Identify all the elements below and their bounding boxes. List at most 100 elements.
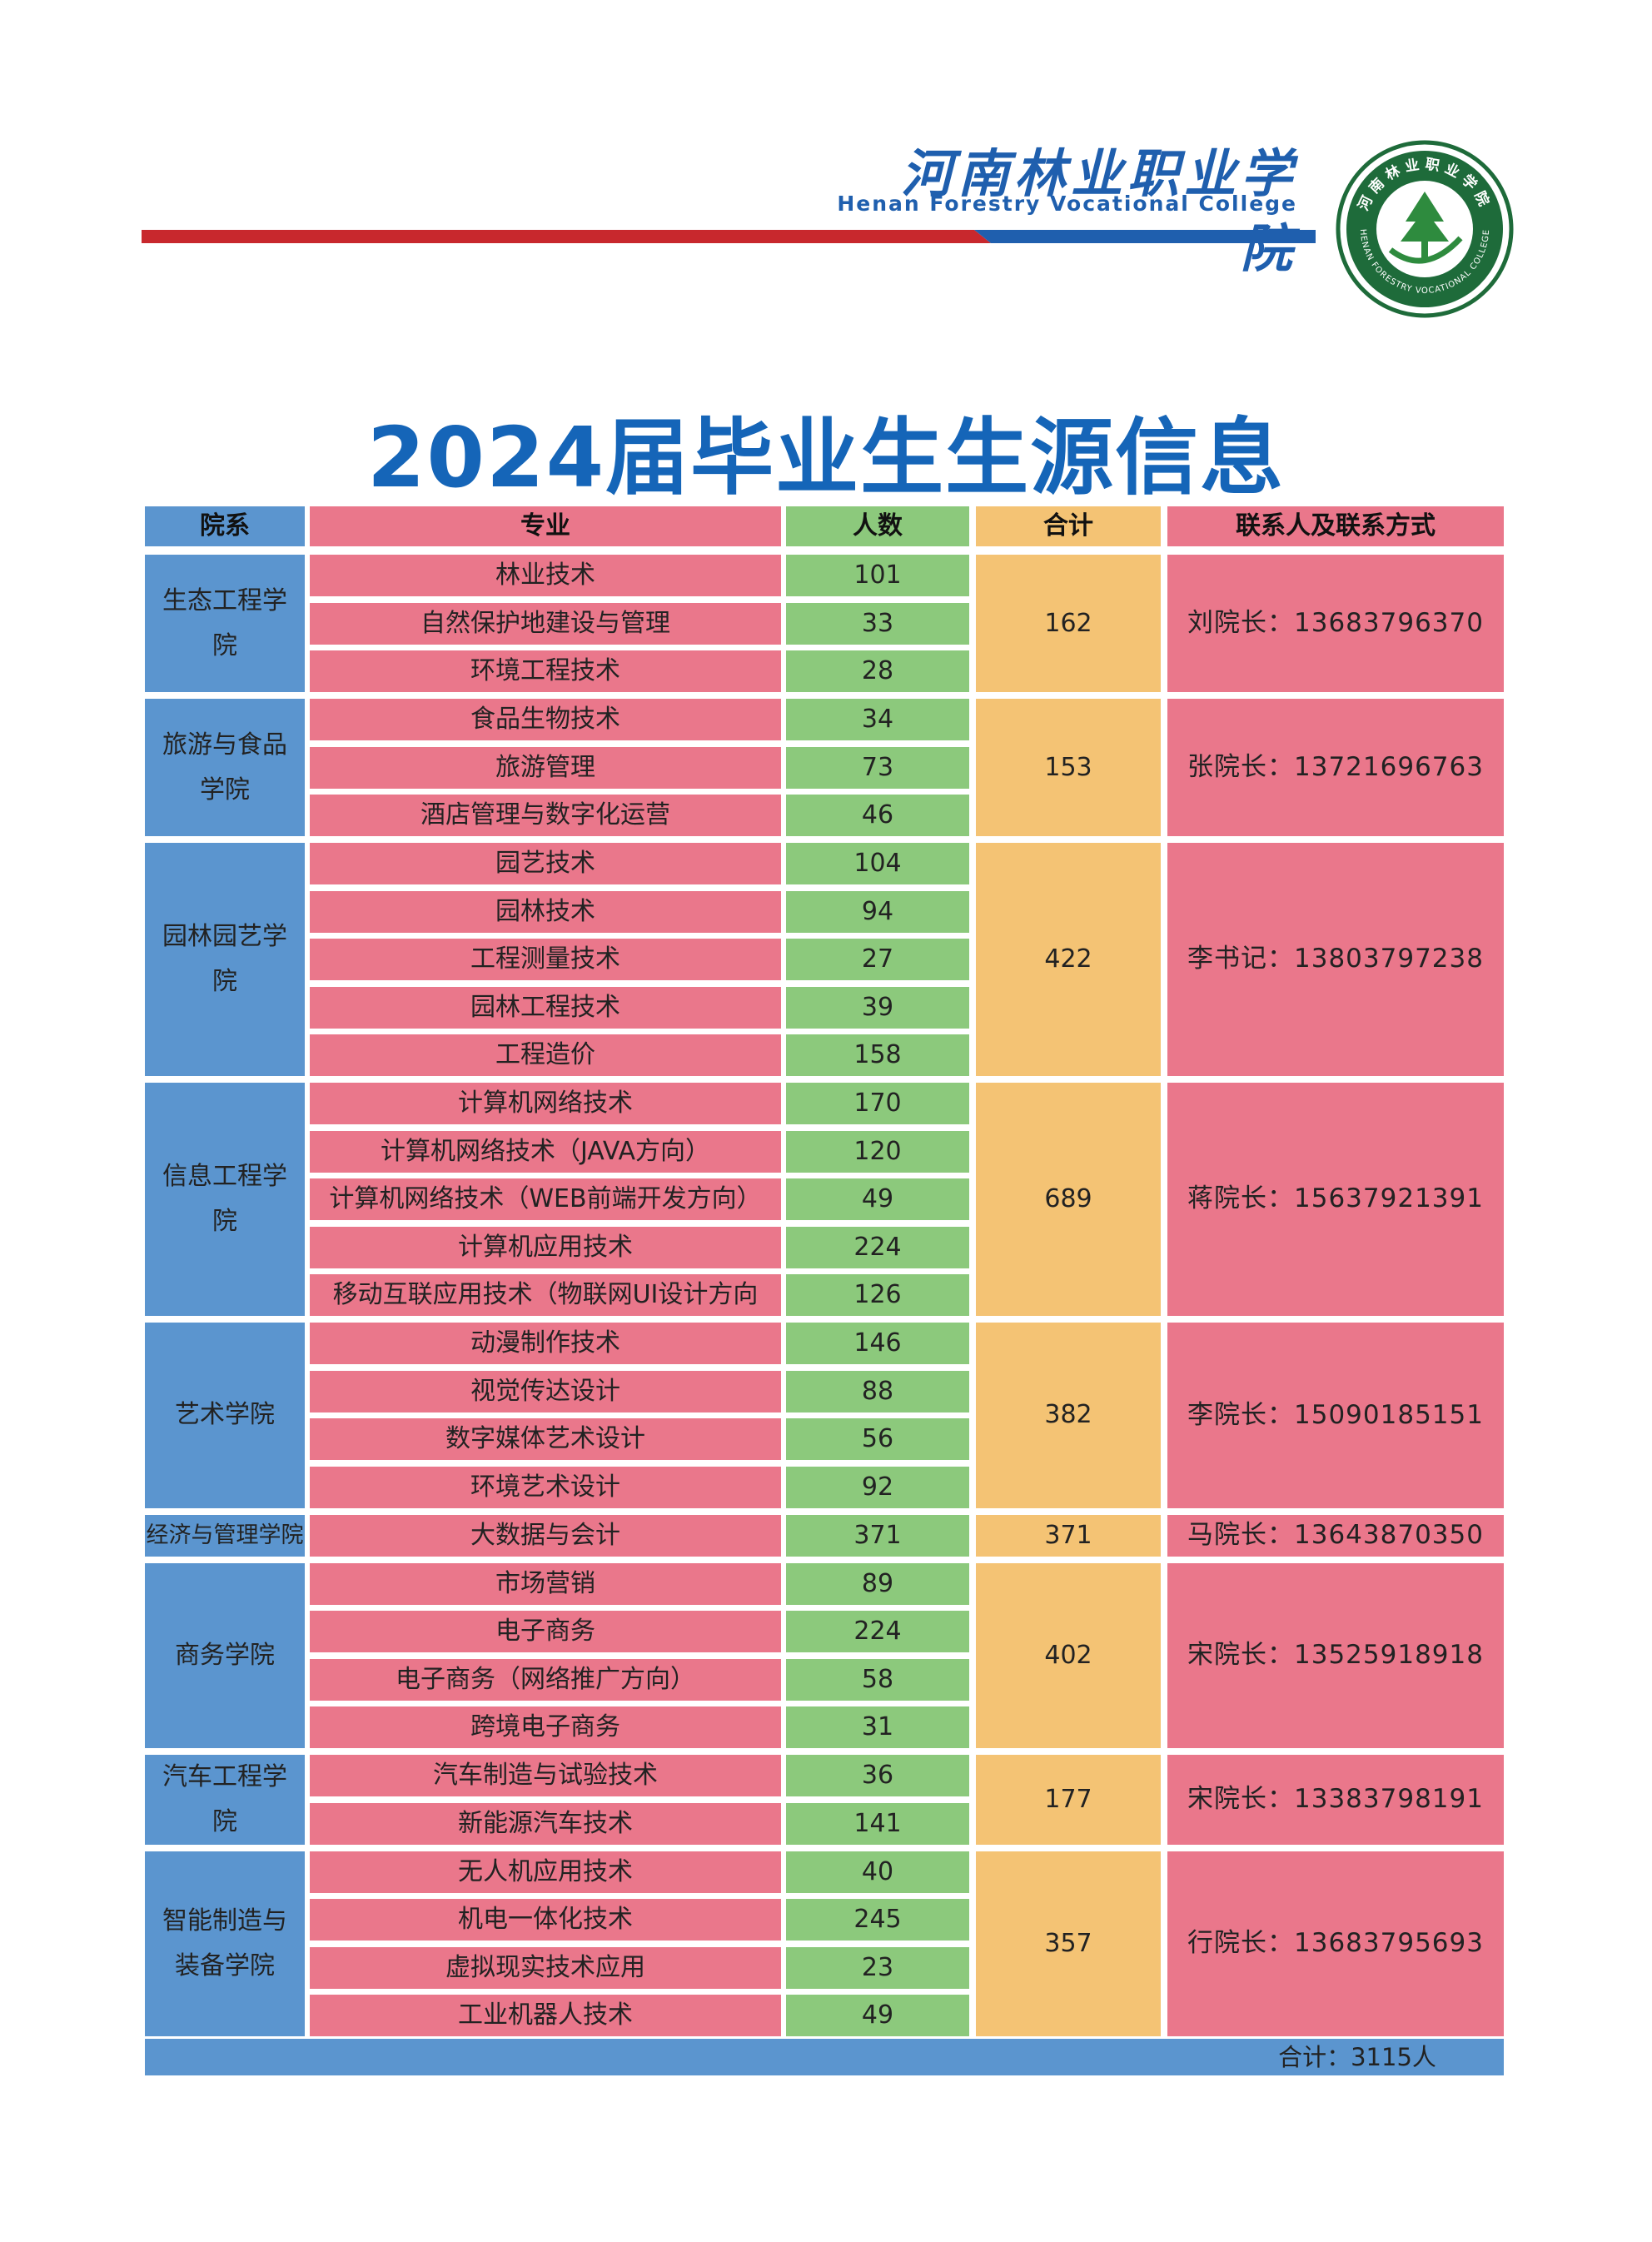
major-name: 新能源汽车技术 — [310, 1802, 781, 1845]
college-name: 旅游与食品学院 — [145, 699, 305, 836]
major-name: 市场营销 — [310, 1562, 781, 1605]
college-contact: 李书记：13803797238 — [1167, 843, 1504, 1076]
major-count: 92 — [786, 1466, 969, 1508]
major-count: 56 — [786, 1418, 969, 1460]
major-count: 33 — [786, 602, 969, 645]
major-name: 酒店管理与数字化运营 — [310, 795, 781, 836]
college-name: 信息工程学院 — [145, 1083, 305, 1316]
header-college: 院系 — [145, 506, 305, 546]
college-contact: 刘院长：13683796370 — [1167, 555, 1504, 692]
major-name: 无人机应用技术 — [310, 1851, 781, 1893]
major-count: 126 — [786, 1274, 969, 1316]
major-name: 食品生物技术 — [310, 699, 781, 740]
major-count: 36 — [786, 1755, 969, 1796]
major-name: 工业机器人技术 — [310, 1995, 781, 2036]
college-contact: 行院长：13683795693 — [1167, 1851, 1504, 2036]
major-count: 245 — [786, 1899, 969, 1941]
major-count: 23 — [786, 1946, 969, 1989]
grand-total: 合计：3115人 — [1278, 2043, 1436, 2071]
major-name: 虚拟现实技术应用 — [310, 1946, 781, 1989]
major-count: 89 — [786, 1562, 969, 1605]
college-name: 经济与管理学院 — [145, 1514, 305, 1557]
major-count: 49 — [786, 1178, 969, 1220]
major-count: 34 — [786, 699, 969, 740]
major-name: 跨境电子商务 — [310, 1706, 781, 1748]
major-count: 104 — [786, 843, 969, 884]
major-name: 动漫制作技术 — [310, 1323, 781, 1364]
major-count: 224 — [786, 1226, 969, 1268]
college-subtotal: 153 — [976, 699, 1161, 836]
major-name: 环境艺术设计 — [310, 1466, 781, 1508]
major-count: 94 — [786, 890, 969, 933]
college-contact: 宋院长：13383798191 — [1167, 1755, 1504, 1845]
major-count: 88 — [786, 1370, 969, 1412]
college-subtotal: 689 — [976, 1083, 1161, 1316]
header-divider — [142, 230, 1316, 243]
major-name: 汽车制造与试验技术 — [310, 1755, 781, 1796]
major-name: 工程测量技术 — [310, 939, 781, 980]
college-name: 艺术学院 — [145, 1323, 305, 1508]
college-subtotal: 162 — [976, 555, 1161, 692]
major-name: 园林技术 — [310, 890, 781, 933]
major-count: 58 — [786, 1658, 969, 1701]
college-subtotal: 422 — [976, 843, 1161, 1076]
major-name: 自然保护地建设与管理 — [310, 602, 781, 645]
college-subtotal: 382 — [976, 1323, 1161, 1508]
major-name: 计算机网络技术（JAVA方向） — [310, 1130, 781, 1173]
major-count: 170 — [786, 1083, 969, 1124]
college-seal-logo: 河南林业职业学院 HENAN FORESTRY VOCATIONAL COLLE… — [1336, 140, 1514, 318]
major-count: 224 — [786, 1611, 969, 1652]
college-subtotal: 402 — [976, 1562, 1161, 1748]
major-count: 141 — [786, 1802, 969, 1845]
major-name: 视觉传达设计 — [310, 1370, 781, 1412]
major-count: 371 — [786, 1514, 969, 1557]
major-name: 计算机应用技术 — [310, 1226, 781, 1268]
major-name: 工程造价 — [310, 1034, 781, 1076]
major-count: 158 — [786, 1034, 969, 1076]
header-count: 人数 — [786, 506, 969, 546]
college-contact: 张院长：13721696763 — [1167, 699, 1504, 836]
header-contact: 联系人及联系方式 — [1167, 506, 1504, 546]
major-count: 146 — [786, 1323, 969, 1364]
college-subtotal: 177 — [976, 1755, 1161, 1845]
college-name: 汽车工程学院 — [145, 1755, 305, 1845]
college-contact: 李院长：15090185151 — [1167, 1323, 1504, 1508]
major-count: 49 — [786, 1995, 969, 2036]
major-count: 27 — [786, 939, 969, 980]
college-subtotal: 371 — [976, 1514, 1161, 1557]
college-contact: 蒋院长：15637921391 — [1167, 1083, 1504, 1316]
tree-icon — [1388, 192, 1463, 264]
major-count: 73 — [786, 746, 969, 789]
major-count: 101 — [786, 555, 969, 596]
college-contact: 马院长：13643870350 — [1167, 1514, 1504, 1557]
page-title: 2024届毕业生生源信息 — [366, 409, 1286, 506]
college-name: 智能制造与装备学院 — [145, 1851, 305, 2036]
major-count: 120 — [786, 1130, 969, 1173]
college-subtotal: 357 — [976, 1851, 1161, 2036]
major-name: 计算机网络技术（WEB前端开发方向） — [310, 1178, 781, 1220]
major-name: 园林工程技术 — [310, 986, 781, 1029]
college-contact: 宋院长：13525918918 — [1167, 1562, 1504, 1748]
major-name: 电子商务（网络推广方向） — [310, 1658, 781, 1701]
school-name-cn: 河南林业职业学院 — [900, 143, 1297, 279]
college-name: 园林园艺学院 — [145, 843, 305, 1076]
major-name: 林业技术 — [310, 555, 781, 596]
major-name: 电子商务 — [310, 1611, 781, 1652]
major-name: 数字媒体艺术设计 — [310, 1418, 781, 1460]
header-subtotal: 合计 — [976, 506, 1161, 546]
major-name: 园艺技术 — [310, 843, 781, 884]
major-name: 计算机网络技术 — [310, 1083, 781, 1124]
major-count: 40 — [786, 1851, 969, 1893]
major-name: 移动互联应用技术（物联网UI设计方向 — [310, 1274, 781, 1316]
major-name: 机电一体化技术 — [310, 1899, 781, 1941]
major-name: 环境工程技术 — [310, 650, 781, 692]
major-count: 39 — [786, 986, 969, 1029]
major-count: 46 — [786, 795, 969, 836]
major-name: 旅游管理 — [310, 746, 781, 789]
major-name: 大数据与会计 — [310, 1514, 781, 1557]
college-name: 商务学院 — [145, 1562, 305, 1748]
total-bar — [145, 2039, 1504, 2075]
header-major: 专业 — [310, 506, 781, 546]
college-name: 生态工程学院 — [145, 555, 305, 692]
major-count: 28 — [786, 650, 969, 692]
